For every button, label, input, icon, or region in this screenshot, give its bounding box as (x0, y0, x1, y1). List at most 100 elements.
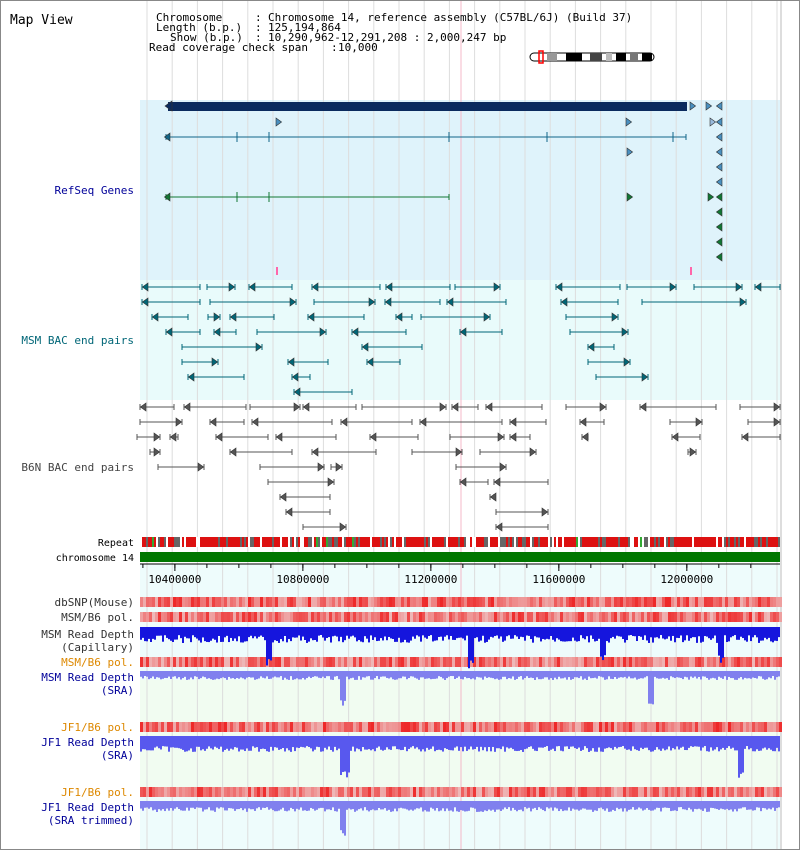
msm-depth-sra-bar (162, 671, 164, 679)
jf1-b6-pol-heat-cell (146, 722, 149, 732)
jf1-depth-sra-bar (230, 736, 232, 749)
forward-strand-arrow-icon (228, 282, 236, 292)
repeat-segment (260, 537, 262, 547)
jf1-depth-trimmed-bar (462, 801, 464, 811)
jf1-b6-pol-trimmed-heat-cell (218, 787, 221, 797)
msm-depth-sra-bar (700, 671, 702, 680)
jf1-depth-sra-bar (148, 736, 150, 751)
jf1-depth-sra-bar (396, 736, 398, 750)
msm-depth-capillary-bar (218, 627, 220, 636)
jf1-depth-trimmed-bar (494, 801, 496, 812)
jf1-depth-sra-bar (372, 736, 374, 750)
jf1-depth-trimmed-bar (352, 801, 354, 810)
jf1-depth-trimmed-bar (728, 801, 730, 811)
msm-depth-sra-bar (184, 671, 186, 677)
dbsnp-heat-cell (620, 597, 623, 607)
repeat-segment (566, 537, 568, 547)
forward-strand-arrow-icon (275, 117, 283, 127)
msm-depth-capillary-bar (486, 627, 488, 642)
jf1-depth-trimmed-bar (662, 801, 664, 808)
jf1-depth-trimmed-bar (448, 801, 450, 811)
jf1-depth-trimmed-bar (776, 801, 778, 809)
grid-layer (146, 0, 782, 850)
msm-depth-capillary-bar (326, 627, 328, 638)
jf1-depth-sra-bar (694, 736, 696, 747)
jf1-depth-trimmed-bar (234, 801, 236, 811)
jf1-b6-pol-trimmed-heat-cell (221, 787, 224, 797)
refseq-track-label[interactable]: RefSeq Genes (55, 184, 134, 197)
repeat-segment (668, 537, 670, 547)
jf1-depth-sra-bar (636, 736, 638, 751)
jf1-b6-pol-trimmed-heat-cell (224, 787, 227, 797)
dbsnp-heat-cell (497, 597, 500, 607)
msm-b6-pol-heat-cell (569, 612, 572, 622)
jf1-b6-pol-trimmed-heat-cell (389, 787, 392, 797)
forward-strand-arrow-icon (327, 477, 335, 487)
jf1-b6-pol-trimmed-heat-cell (539, 787, 542, 797)
msm-depth-capillary-bar (652, 627, 654, 643)
jf1-b6-pol-trimmed-heat-cell (461, 787, 464, 797)
msm-depth-sra-bar (734, 671, 736, 680)
jf1-b6-pol-heat-cell (311, 722, 314, 732)
repeat-segment (156, 537, 158, 547)
msm-b6-pol-sra-heat-cell (422, 657, 425, 667)
msm-depth-capillary-bar (688, 627, 690, 641)
msm-depth-sra-bar (428, 671, 430, 679)
repeat-segment (286, 537, 288, 547)
jf1-b6-pol-heat-cell (239, 722, 242, 732)
msm-b6-pol-heat-cell (389, 612, 392, 622)
jf1-depth-trimmed-bar (394, 801, 396, 809)
msm-b6-pol-heat-cell (401, 612, 404, 622)
msm-b6-pol-sra-heat-cell (755, 657, 758, 667)
msm-depth-sra-bar (330, 671, 332, 680)
msm-bac-track-label[interactable]: MSM BAC end pairs (21, 334, 134, 347)
repeat-segment (142, 537, 144, 547)
msm-depth-capillary-bar (308, 627, 310, 642)
ideogram-current-region-marker[interactable] (538, 50, 544, 64)
jf1-b6-pol-trimmed-heat-cell (281, 787, 284, 797)
msm-depth-capillary-bar (162, 627, 164, 642)
repeat-segment (730, 537, 732, 547)
forward-strand-arrow-icon (707, 192, 715, 202)
msm-bac-end-pairs-track[interactable] (141, 282, 781, 397)
jf1-b6-pol-heat-cell (140, 722, 143, 732)
reverse-strand-arrow-icon (366, 357, 374, 367)
msm-b6-pol-sra-heat-cell (164, 657, 167, 667)
repeat-segment (306, 537, 308, 547)
msm-depth-sra-bar (208, 671, 210, 679)
msm-b6-pol-heat-cell (470, 612, 473, 622)
msm-b6-pol-sra-heat-cell (548, 657, 551, 667)
jf1-b6-pol-heat-cell (395, 722, 398, 732)
jf1-depth-sra-bar (640, 736, 642, 748)
dbsnp-heat-cell (740, 597, 743, 607)
msm-depth-capillary-bar (710, 627, 712, 640)
msm-b6-pol-sra-heat-cell (464, 657, 467, 667)
reverse-strand-arrow-icon (279, 492, 287, 502)
b6n-bac-track-label[interactable]: B6N BAC end pairs (21, 461, 134, 474)
msm-b6-pol-sra-heat-cell (590, 657, 593, 667)
jf1-b6-pol-trimmed-heat-cell (506, 787, 509, 797)
msm-depth-sra-bar (640, 671, 642, 679)
repeat-segment (450, 537, 452, 547)
msm-b6-pol-heat-cell (446, 612, 449, 622)
refseq-gene-block[interactable] (168, 102, 687, 111)
jf1-depth-sra-bar (308, 736, 310, 748)
forward-strand-arrow-icon (626, 192, 634, 202)
repeat-segment (570, 537, 572, 547)
msm-b6-pol-heat-cell (674, 612, 677, 622)
chromosome-ideogram[interactable] (529, 50, 655, 64)
msm-depth-sra-bar (268, 671, 270, 679)
b6n-bac-end-pairs-track[interactable] (136, 402, 781, 532)
msm-depth-capillary-bar (268, 627, 270, 660)
msm-depth-sra-bar (320, 671, 322, 679)
jf1-depth-sra-bar (768, 736, 770, 749)
jf1-b6-pol-trimmed-heat-cell (356, 787, 359, 797)
jf1-depth-trimmed-bar (766, 801, 768, 810)
msm-b6-pol-heat-cell (233, 612, 236, 622)
jf1-b6-pol-trimmed-heat-cell (605, 787, 608, 797)
jf1-b6-pol-trimmed-heat-cell (557, 787, 560, 797)
dbsnp-heat-cell (299, 597, 302, 607)
refseq-genes-track[interactable] (163, 100, 723, 275)
jf1-depth-sra-bar (656, 736, 658, 748)
